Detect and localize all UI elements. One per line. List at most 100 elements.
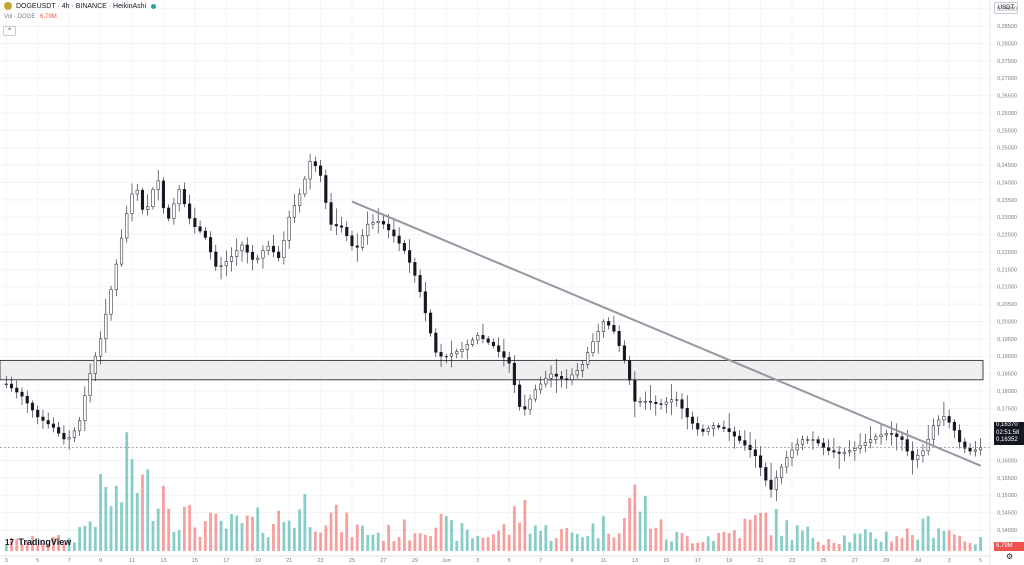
volume-bar	[198, 536, 202, 551]
candle-body	[125, 213, 129, 239]
candle-body	[439, 352, 443, 357]
support-resistance-zone[interactable]	[0, 359, 984, 381]
volume-bar	[492, 534, 495, 551]
time-tick-label: 3	[5, 558, 8, 564]
volume-bar	[654, 527, 658, 551]
price-tick-label: 0,16000	[997, 458, 1017, 464]
candle-body	[884, 433, 888, 436]
price-tick-label: 0,14500	[997, 511, 1017, 517]
candle-body	[596, 331, 600, 342]
volume-bar	[444, 516, 448, 551]
volume-bar	[172, 531, 176, 551]
candle-body	[465, 344, 469, 350]
candle-body	[591, 341, 595, 353]
currency-button[interactable]: USDT	[994, 2, 1018, 14]
collapse-legend-button[interactable]: ^	[3, 26, 16, 36]
volume-bar	[560, 529, 563, 551]
volume-bar	[272, 524, 275, 551]
candle-body	[607, 321, 611, 326]
volume-bar	[4, 544, 8, 551]
candle-body	[879, 434, 883, 437]
price-tick-label: 0,25500	[997, 128, 1017, 134]
candle-body	[675, 399, 679, 401]
time-tick-label: 5	[979, 558, 982, 564]
candle-body	[355, 245, 359, 248]
volume-bar	[539, 530, 542, 551]
candle-body	[643, 401, 647, 403]
volume-legend[interactable]: Vol · DOGE 6,79M	[4, 14, 57, 20]
volume-bar	[455, 540, 459, 551]
time-tick-label: Jun	[442, 558, 451, 564]
candle-body	[135, 189, 139, 195]
candle-body	[685, 408, 689, 418]
candle-body	[209, 237, 213, 253]
tradingview-logo[interactable]: 17 TradingView	[5, 537, 71, 547]
price-tick-label: 0,15000	[997, 493, 1017, 499]
volume-bar	[685, 535, 689, 551]
candle-body	[523, 406, 527, 410]
volume-value: 6,79M	[40, 14, 57, 20]
price-tick-label: 0,22000	[997, 250, 1017, 256]
candle-body	[554, 373, 558, 377]
time-tick-label: 3	[476, 558, 479, 564]
candle-body	[863, 442, 867, 446]
volume-bar	[214, 513, 218, 551]
candle-body	[654, 401, 658, 404]
time-tick-label: 5	[36, 558, 39, 564]
candle-body	[774, 477, 778, 490]
candle-body	[664, 401, 668, 405]
volume-bar	[146, 469, 150, 551]
volume-bar	[732, 530, 736, 551]
volume-bar	[926, 516, 930, 551]
candle-body	[392, 229, 396, 237]
time-tick-label: 25	[349, 558, 355, 564]
candle-body	[889, 433, 894, 435]
volume-bar	[319, 532, 322, 551]
candle-body	[612, 325, 616, 332]
candle-body	[790, 449, 794, 458]
time-tick-label: 9	[99, 558, 102, 564]
candle-body	[874, 436, 878, 440]
price-tick-label: 0,22500	[997, 233, 1017, 239]
candle-body	[324, 175, 328, 203]
volume-bar	[78, 527, 82, 551]
candle-body	[518, 384, 522, 407]
candle-body	[764, 467, 768, 481]
volume-series	[4, 432, 982, 551]
candle-body	[245, 244, 249, 253]
volume-bar	[287, 520, 291, 551]
candle-body	[481, 335, 485, 340]
candle-body	[224, 261, 228, 267]
price-tick-label: 0,26000	[997, 111, 1017, 117]
candle-body	[25, 395, 29, 404]
candle-body	[696, 423, 700, 430]
volume-bar	[602, 516, 605, 551]
volume-bar	[135, 493, 139, 551]
candle-body	[738, 435, 742, 441]
candle-body	[470, 339, 475, 345]
symbol-header[interactable]: DOGEUSDT · 4h · BINANCE · HeikinAshi	[4, 2, 157, 10]
volume-bar	[722, 531, 726, 551]
volume-bar	[355, 524, 359, 551]
volume-bar	[947, 530, 951, 551]
candle-body	[722, 426, 726, 429]
prev-price-value: 0,16352	[996, 437, 1018, 443]
volume-bar	[193, 527, 197, 551]
settings-gear-icon[interactable]: ⚙	[1006, 552, 1014, 561]
volume-bar	[570, 532, 574, 551]
volume-bar	[638, 511, 642, 551]
time-tick-label: 21	[758, 558, 764, 564]
candle-body	[256, 257, 260, 260]
time-tick-label: 25	[820, 558, 826, 564]
volume-bar	[245, 515, 249, 551]
candle-body	[544, 377, 548, 385]
descending-trendline[interactable]	[351, 200, 981, 467]
price-axis: 0,29000 0,28500 0,28000 0,27500 0,27000 0,265…	[997, 7, 1017, 552]
volume-bar	[182, 506, 186, 551]
candle-body	[350, 235, 354, 247]
candle-body	[229, 256, 234, 262]
price-tick-label: 0,29000	[997, 7, 1017, 13]
volume-bar	[413, 533, 417, 551]
volume-bar	[617, 533, 621, 551]
